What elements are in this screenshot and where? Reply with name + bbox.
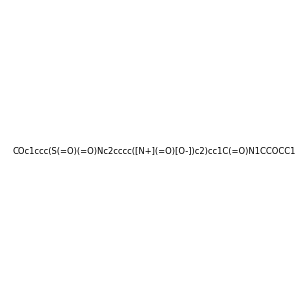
Text: COc1ccc(S(=O)(=O)Nc2cccc([N+](=O)[O-])c2)cc1C(=O)N1CCOCC1: COc1ccc(S(=O)(=O)Nc2cccc([N+](=O)[O-])c2…: [12, 147, 296, 156]
